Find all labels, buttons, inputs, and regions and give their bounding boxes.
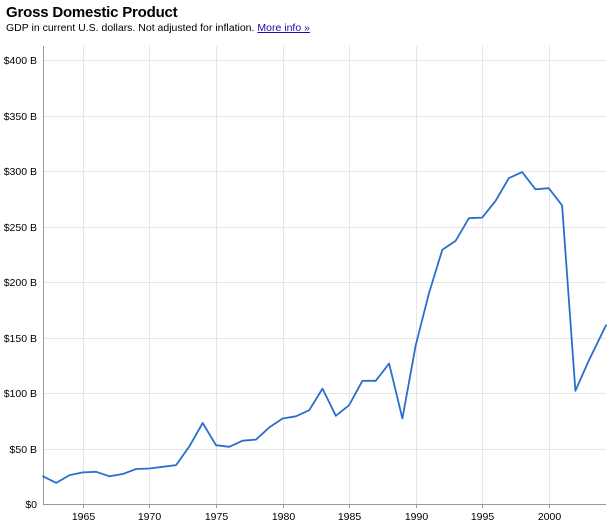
x-tick-label: 1980	[272, 511, 296, 523]
x-tick-label: 1985	[338, 511, 362, 523]
data-point	[441, 249, 443, 251]
data-point	[415, 344, 417, 346]
data-point	[605, 324, 607, 326]
data-point	[255, 439, 257, 441]
data-point	[268, 426, 270, 428]
x-tick-label: 2000	[538, 511, 562, 523]
x-tick-label: 1995	[471, 511, 495, 523]
series-line-gdp	[42, 171, 607, 484]
y-tick-label: $350 B	[4, 111, 37, 123]
x-tick-label: 1975	[205, 511, 229, 523]
x-tick-label: 1965	[72, 511, 96, 523]
data-point	[162, 466, 164, 468]
label-layer: $0 $50 B $100 B $150 B $200 B $250 B $300 B $35…	[4, 55, 562, 523]
y-tick-label: $100 B	[4, 388, 37, 400]
data-point	[348, 404, 350, 406]
data-point	[215, 444, 217, 446]
data-point	[242, 440, 244, 442]
chart-title: Gross Domestic Product	[6, 4, 178, 21]
data-point	[375, 380, 377, 382]
data-point	[282, 418, 284, 420]
data-point	[308, 409, 310, 411]
data-point	[388, 363, 390, 365]
data-point	[455, 240, 457, 242]
x-tick-label: 1990	[405, 511, 429, 523]
y-tick-label: $400 B	[4, 55, 37, 67]
y-tick-label: $300 B	[4, 166, 37, 178]
data-point	[42, 475, 44, 477]
y-tick-label: $0	[25, 499, 37, 511]
line-layer	[42, 171, 607, 484]
data-point	[149, 468, 151, 470]
more-info-link[interactable]: More info »	[257, 22, 310, 34]
data-point	[508, 177, 510, 179]
axis-layer	[43, 46, 606, 508]
data-point	[228, 446, 230, 448]
data-point	[188, 445, 190, 447]
x-tick-label: 1970	[138, 511, 162, 523]
data-point	[322, 388, 324, 390]
data-point	[361, 380, 363, 382]
data-point	[588, 360, 590, 362]
data-point	[69, 474, 71, 476]
data-point	[82, 471, 84, 473]
data-point	[401, 418, 403, 420]
data-point	[175, 464, 177, 466]
data-point	[95, 471, 97, 473]
data-point	[561, 204, 563, 206]
data-point	[202, 422, 204, 424]
y-tick-label: $50 B	[10, 444, 37, 456]
data-point	[481, 217, 483, 219]
data-point	[295, 415, 297, 417]
y-tick-label: $150 B	[4, 333, 37, 345]
y-tick-label: $200 B	[4, 277, 37, 289]
data-point	[428, 292, 430, 294]
subtitle-text: GDP in current U.S. dollars. Not adjuste…	[6, 22, 255, 34]
data-point	[335, 415, 337, 417]
data-point	[468, 217, 470, 219]
data-point	[55, 482, 57, 484]
data-point	[135, 468, 137, 470]
data-point	[574, 390, 576, 392]
data-point	[535, 188, 537, 190]
y-tick-label: $250 B	[4, 222, 37, 234]
data-point	[548, 187, 550, 189]
data-point	[109, 475, 111, 477]
data-point	[122, 473, 124, 475]
data-point	[495, 200, 497, 202]
chart-subtitle: GDP in current U.S. dollars. Not adjuste…	[6, 22, 310, 34]
data-point	[521, 171, 523, 173]
grid-layer	[43, 46, 606, 504]
